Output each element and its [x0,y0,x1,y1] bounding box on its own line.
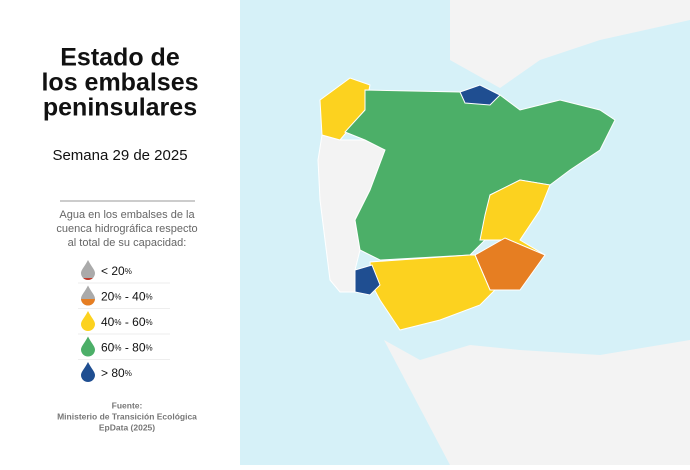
legend-label: > 80% [101,366,132,380]
legend-label-part: < 20 [101,264,125,278]
legend-icon [81,299,95,306]
legend-label-part: 40 [101,315,115,329]
land-africa [384,340,690,465]
legend-label: 60% - 80% [101,341,153,355]
legend-icon [81,260,95,280]
legend-label-part: - 60 [121,315,145,329]
map [240,0,690,465]
source: Ministerio de Transición Ecológica [57,411,197,421]
legend-icon [83,278,93,280]
legend-description: al total de su capacidad: [68,237,187,249]
legend-label-part: % [125,267,132,276]
legend-label-part: % [146,344,153,353]
legend-label-part: % [146,318,153,327]
legend-label-part: % [114,293,121,302]
legend-label-part: > 80 [101,366,125,380]
land-france [450,0,690,88]
legend-label: < 20% [101,264,132,278]
source: EpData (2025) [99,422,155,432]
legend-icon [81,336,95,357]
title-line: los embalses [41,69,198,97]
legend-label-part: % [114,318,121,327]
legend-label-part: % [146,293,153,302]
legend-description: Agua en los embalses de la [59,209,195,221]
region [369,254,497,331]
source: Fuente: [112,400,143,410]
legend-icon [81,311,95,331]
legend-label-part: % [125,369,132,378]
region [354,264,381,296]
region [479,179,551,256]
legend-label-part: % [114,344,121,353]
legend-icon [81,362,95,382]
title-line: peninsulares [43,94,197,122]
legend-label: 20% - 40% [101,290,153,304]
legend-label-part: 60 [101,341,115,355]
subtitle: Semana 29 de 2025 [52,147,187,164]
header: Estado de los embalses peninsulares Sema… [41,44,198,433]
region [459,84,501,106]
legend-label-part: - 40 [121,290,145,304]
title-line: Estado de [60,44,180,72]
legend-label-part: 20 [101,290,115,304]
legend-label-part: - 80 [121,341,145,355]
legend-description: cuenca hidrográfica respecto [56,223,197,235]
legend: < 20%20% - 40%40% - 60%60% - 80%> 80% [78,260,170,382]
legend-label: 40% - 60% [101,315,153,329]
